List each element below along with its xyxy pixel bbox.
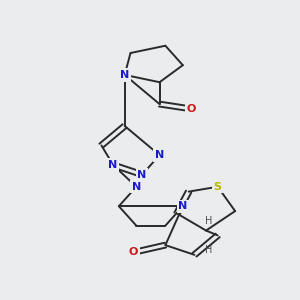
Text: N: N — [108, 160, 118, 170]
Text: H: H — [205, 245, 213, 255]
Text: N: N — [178, 201, 188, 211]
Text: O: O — [187, 104, 196, 114]
Text: N: N — [132, 182, 141, 192]
Text: N: N — [120, 70, 129, 80]
Text: N: N — [137, 169, 147, 180]
Text: H: H — [205, 216, 213, 226]
Text: O: O — [129, 248, 138, 257]
Text: N: N — [155, 150, 164, 160]
Text: S: S — [214, 182, 222, 192]
